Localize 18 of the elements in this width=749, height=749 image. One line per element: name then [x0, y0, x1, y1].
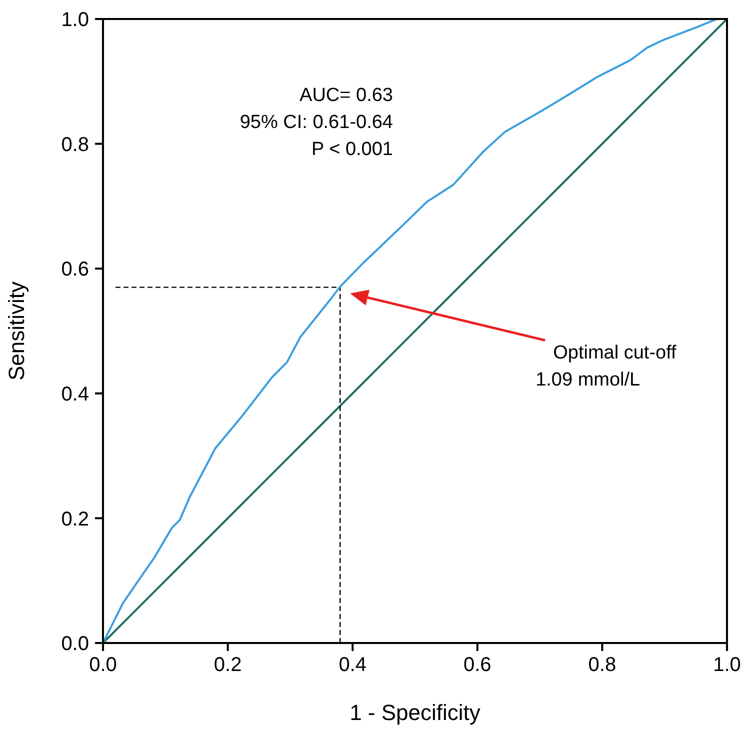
annotation: P < 0.001 [311, 139, 393, 160]
y-tick-label: 0.0 [61, 633, 89, 656]
x-tick-label: 0.6 [463, 654, 492, 676]
x-tick-label: 0.0 [89, 654, 117, 676]
y-tick-label: 1.0 [61, 9, 89, 32]
x-tick-label: 0.2 [214, 654, 242, 676]
y-tick-label: 0.6 [61, 258, 89, 281]
y-tick-label: 0.4 [61, 384, 89, 406]
x-axis-title: 1 - Specificity [350, 700, 480, 725]
annotation: Optimal cut-off 1.09 mmol/L [536, 342, 678, 390]
y-tick-label: 0.8 [61, 134, 89, 156]
x-tick-label: 0.8 [588, 654, 616, 676]
x-tick-label: 0.4 [338, 654, 367, 676]
annotation: 95% CI: 0.61-0.64 [240, 112, 394, 133]
annotation: AUC= 0.63 [300, 85, 393, 106]
y-tick-label: 0.2 [61, 508, 89, 530]
y-axis-title: Sensitivity [4, 281, 29, 381]
x-tick-label: 1.0 [713, 654, 741, 676]
